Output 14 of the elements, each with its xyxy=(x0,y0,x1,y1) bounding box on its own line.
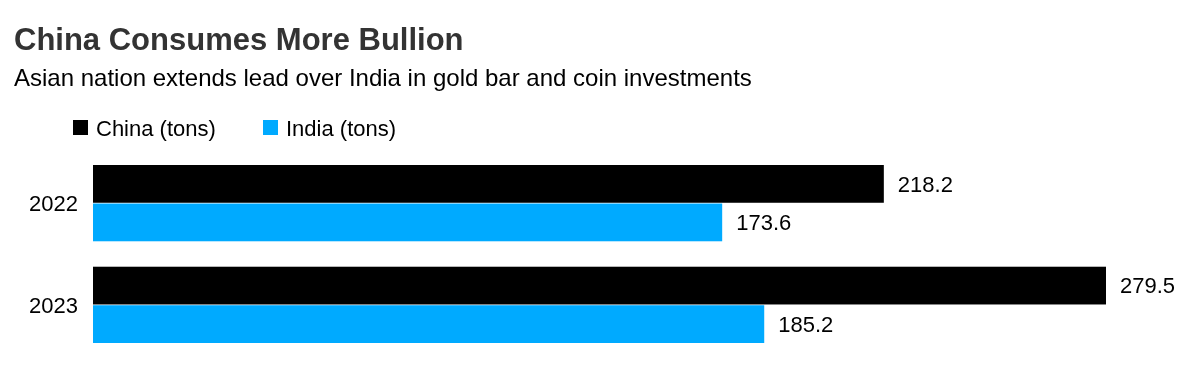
y-tick-label: 2022 xyxy=(29,190,78,216)
bar xyxy=(93,305,765,343)
bar xyxy=(93,203,723,242)
data-label: 279.5 xyxy=(1120,273,1176,299)
legend-label: China (tons) xyxy=(96,115,216,141)
chart-subtitle: Asian nation extends lead over India in gold bar and coin investments xyxy=(14,64,752,91)
bar xyxy=(93,266,1106,305)
data-label: 173.6 xyxy=(736,210,792,236)
legend-label: India (tons) xyxy=(286,115,397,141)
chart-title: China Consumes More Bullion xyxy=(14,22,464,57)
data-label: 218.2 xyxy=(897,171,953,197)
data-label: 185.2 xyxy=(778,311,834,337)
y-tick-label: 2023 xyxy=(29,292,78,318)
bar xyxy=(93,165,884,203)
